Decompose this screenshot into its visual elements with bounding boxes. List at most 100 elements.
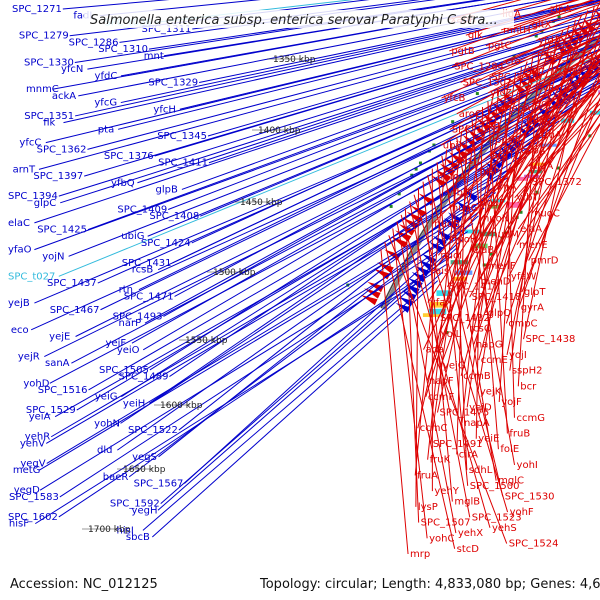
connector-line bbox=[498, 67, 522, 403]
rna-dot bbox=[414, 167, 418, 171]
gene-label: SPC_1394 bbox=[8, 191, 58, 202]
gene-label: rcsB bbox=[132, 265, 154, 276]
rna-dot bbox=[519, 210, 523, 214]
gene-label: yfcZ bbox=[490, 88, 512, 99]
forward-gene-mark bbox=[455, 200, 470, 213]
connector-line bbox=[427, 175, 504, 497]
gene-label: menD bbox=[481, 277, 511, 288]
connector-line bbox=[87, 0, 514, 70]
gene-label: ulaA bbox=[531, 161, 553, 172]
gene-label: pmrD bbox=[531, 256, 559, 267]
gene-label: glk bbox=[468, 30, 483, 41]
gene-label: SPC_1522 bbox=[128, 425, 178, 436]
gene-label: yeiA bbox=[29, 412, 51, 423]
connector-line bbox=[84, 23, 600, 177]
connector-line bbox=[392, 228, 428, 539]
tick-label: 1600 kbp bbox=[160, 401, 203, 411]
gene-label: flk bbox=[43, 118, 55, 129]
reverse-gene-mark bbox=[444, 157, 460, 171]
connector-line bbox=[207, 21, 600, 137]
connector-line bbox=[475, 106, 484, 439]
gene-label: yohI bbox=[517, 460, 538, 471]
gene-label: SPC_1329 bbox=[148, 78, 198, 89]
connector-line bbox=[437, 60, 600, 256]
connector-line bbox=[466, 72, 517, 408]
rna-dot bbox=[451, 120, 455, 124]
connector-line bbox=[34, 34, 600, 224]
connector-line bbox=[384, 242, 456, 549]
rna-dot bbox=[389, 204, 393, 208]
connector-line bbox=[34, 62, 600, 304]
connector-line bbox=[147, 49, 600, 237]
forward-gene-mark bbox=[508, 135, 521, 149]
gene-label: hisP bbox=[480, 166, 500, 177]
connector-line bbox=[44, 82, 600, 357]
gene-label: nuoN bbox=[483, 214, 509, 225]
kbp-ticks: 1350 kbp 1400 kbp 1450 kbp 1500 kbp 1550 kbp… bbox=[82, 55, 316, 535]
gene-label: yejF bbox=[106, 338, 127, 349]
map-title: Salmonella enterica subsp. enterica sero… bbox=[90, 13, 498, 28]
connector-line bbox=[477, 80, 600, 204]
gene-label: SPC_1432 bbox=[440, 313, 490, 324]
gene-label: elaA bbox=[520, 224, 542, 235]
gene-label: SPC_1408 bbox=[149, 211, 199, 222]
gene-label: hisI bbox=[117, 525, 134, 536]
connector-line bbox=[71, 88, 595, 364]
connector-line bbox=[151, 280, 439, 538]
tick-label: 1550 kbp bbox=[185, 336, 228, 346]
gene-block bbox=[538, 143, 557, 147]
connector-line bbox=[480, 85, 600, 219]
gene-block bbox=[473, 243, 488, 249]
gene-label: SPC_1296 bbox=[525, 67, 575, 78]
connector-line bbox=[380, 249, 409, 555]
gene-label: yehS bbox=[492, 523, 517, 534]
gene-block bbox=[516, 176, 529, 181]
rna-dot bbox=[397, 192, 401, 196]
gene-label: ccmF bbox=[428, 392, 455, 403]
gene-label: SPC_1351 bbox=[24, 111, 74, 122]
gene-label: elaB bbox=[472, 245, 494, 256]
connector-line bbox=[38, 199, 491, 471]
connector-line bbox=[45, 8, 600, 144]
gene-label: SPC_1437 bbox=[47, 278, 97, 289]
gene-label: yfcB bbox=[444, 93, 466, 104]
connector-line bbox=[157, 247, 458, 511]
connector-line bbox=[485, 3, 600, 47]
gene-label: fadI bbox=[531, 98, 550, 109]
gene-label: SPC_1424 bbox=[141, 238, 191, 249]
gene-label: yejE bbox=[49, 331, 70, 342]
gene-label: SPC_1491 bbox=[433, 439, 483, 450]
gene-label: yejR bbox=[18, 352, 40, 363]
rna-dot bbox=[482, 263, 486, 267]
gene-label: nuoC bbox=[534, 208, 560, 219]
gene-label: SPC_1505 bbox=[99, 365, 149, 376]
connector-line bbox=[38, 16, 600, 170]
connector-line bbox=[87, 41, 600, 231]
gene-label: SPC_1471 bbox=[124, 291, 174, 302]
connector-line bbox=[59, 231, 468, 498]
gene-label: SPC_1489 bbox=[119, 372, 169, 383]
connector-line bbox=[137, 30, 600, 184]
rna-dot bbox=[504, 231, 508, 235]
gene-label: SPC_1507 bbox=[421, 518, 471, 529]
gene-label: stcD bbox=[457, 544, 480, 555]
tick-label: 1650 kbp bbox=[123, 465, 166, 475]
connector-line bbox=[449, 0, 596, 52]
gene-label: nuoH bbox=[451, 235, 477, 246]
gene-label: yehV bbox=[20, 438, 45, 449]
rna-dot bbox=[418, 161, 422, 165]
reverse-gene-mark bbox=[360, 294, 378, 306]
gene-label: SPC_1271 bbox=[12, 4, 62, 15]
connector-line bbox=[404, 208, 420, 523]
gene-label: SPC_1345 bbox=[157, 131, 207, 142]
gene-label: fruA bbox=[417, 470, 438, 481]
connector-line bbox=[68, 48, 600, 257]
gene-label: yegV bbox=[20, 458, 45, 469]
gene-label: sdhL bbox=[469, 465, 493, 476]
connector-line bbox=[168, 42, 600, 210]
gene-label: yojI bbox=[509, 350, 527, 361]
gene-label: cro bbox=[505, 56, 521, 67]
connector-line bbox=[518, 73, 600, 308]
gene-label: nuoI bbox=[440, 250, 462, 261]
gene-label: SPC_1467 bbox=[50, 305, 100, 316]
